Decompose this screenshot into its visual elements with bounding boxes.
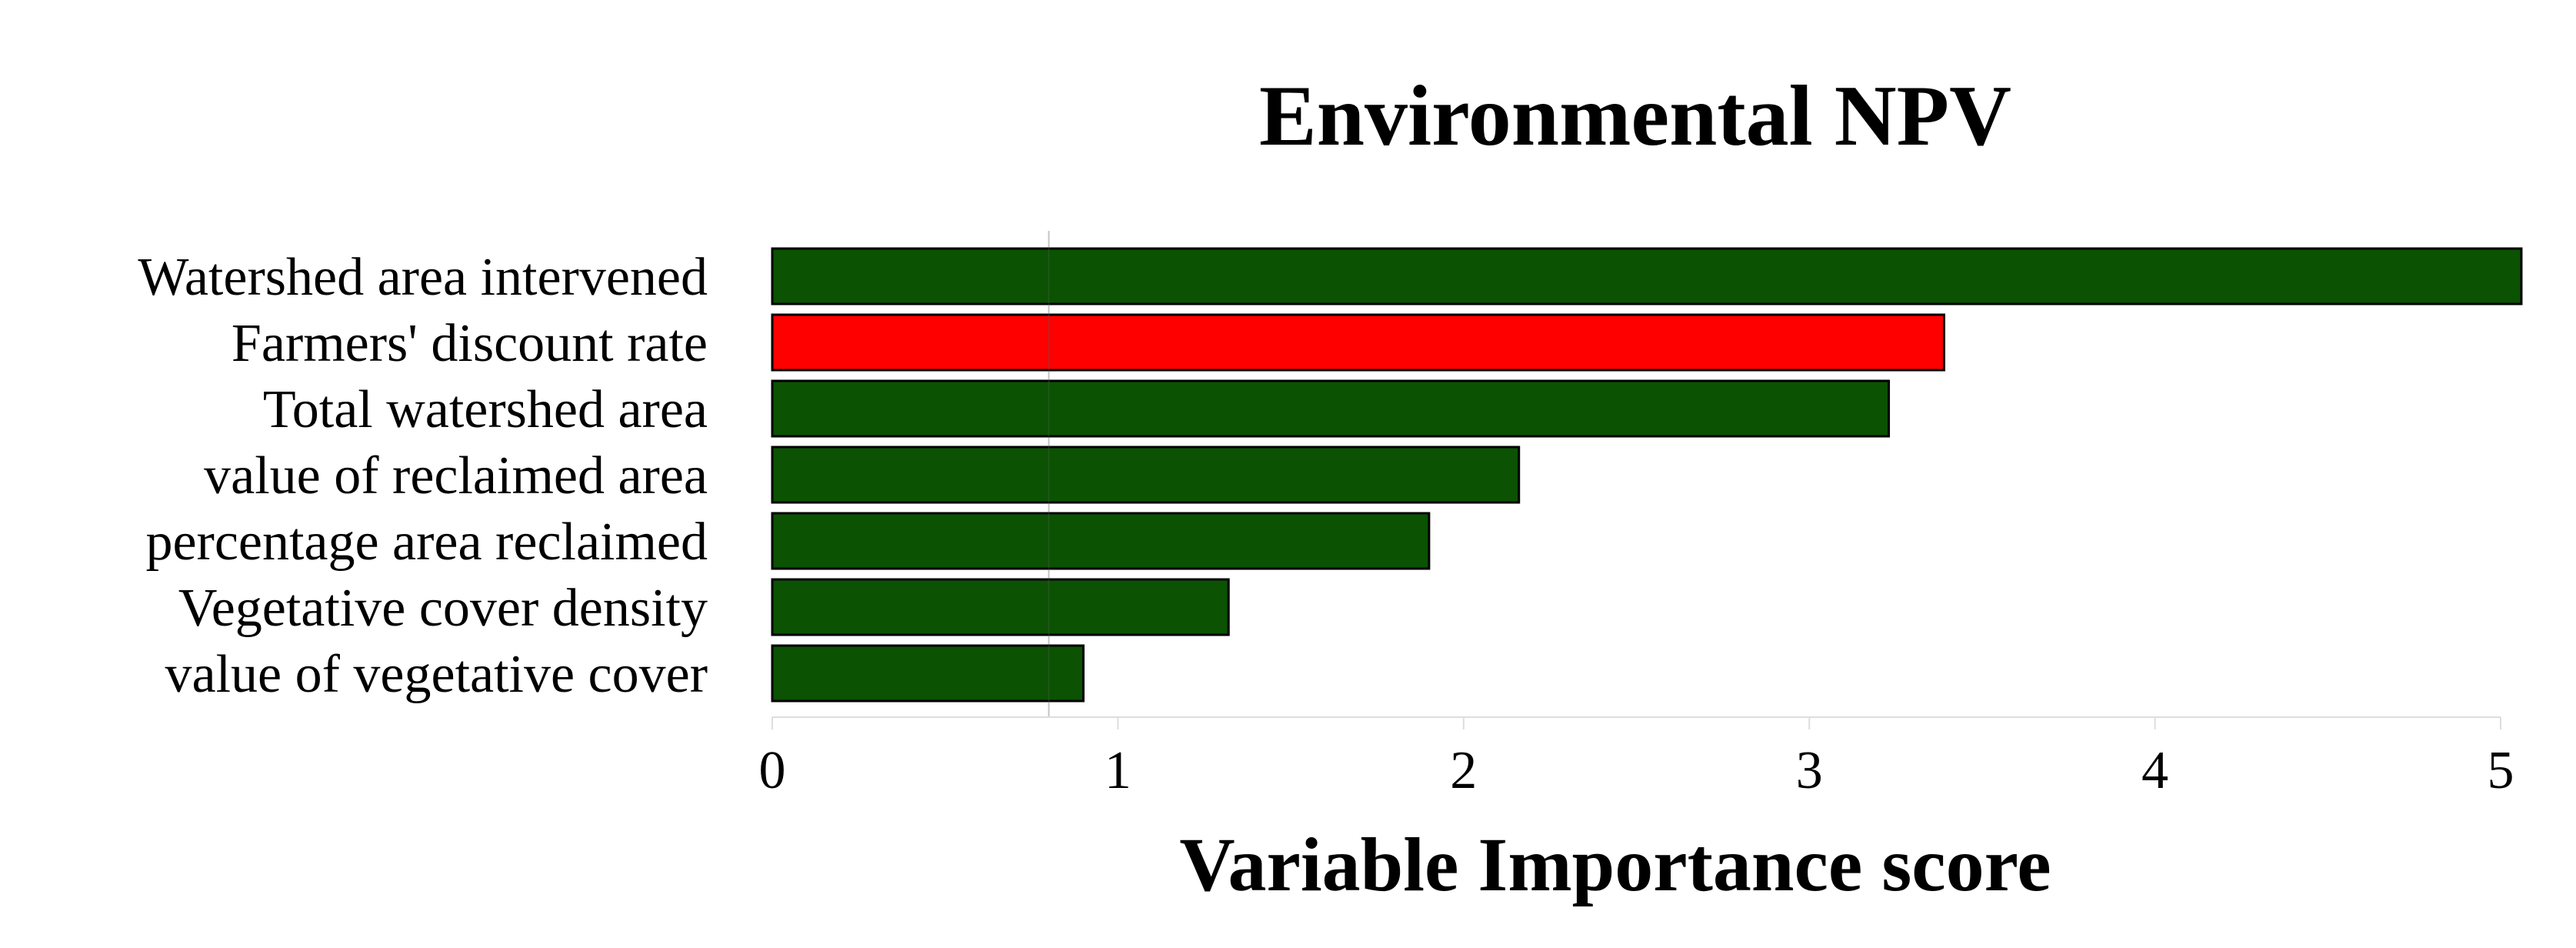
- bars-group: [771, 231, 2523, 717]
- x-axis-label: Variable Importance score: [1179, 822, 2051, 907]
- category-label: Total watershed area: [263, 380, 708, 439]
- category-label: value of reclaimed area: [204, 446, 708, 506]
- bar: [771, 578, 1230, 636]
- bar: [771, 446, 1521, 504]
- x-tick-label: 2: [1450, 741, 1477, 800]
- category-labels: Watershed area intervened Farmers' discou…: [138, 248, 708, 704]
- bar: [771, 313, 1945, 372]
- category-label: Vegetative cover density: [178, 579, 708, 638]
- x-tick-label: 4: [2141, 741, 2168, 800]
- bar: [771, 512, 1431, 570]
- category-label: value of vegetative cover: [165, 645, 708, 704]
- x-axis: 0 1 2 3 4 5: [759, 716, 2514, 800]
- category-label: Watershed area intervened: [138, 248, 708, 307]
- x-tick-label: 0: [759, 741, 786, 800]
- x-tick-label: 1: [1105, 741, 1131, 800]
- bar: [771, 644, 1085, 703]
- chart-title: Environmental NPV: [1259, 68, 2011, 164]
- category-label: percentage area reclaimed: [145, 512, 708, 572]
- category-label: Farmers' discount rate: [232, 314, 708, 373]
- x-tick-label: 3: [1796, 741, 1823, 800]
- bar: [771, 379, 1891, 438]
- x-tick-label: 5: [2488, 741, 2514, 800]
- bar: [771, 247, 2523, 305]
